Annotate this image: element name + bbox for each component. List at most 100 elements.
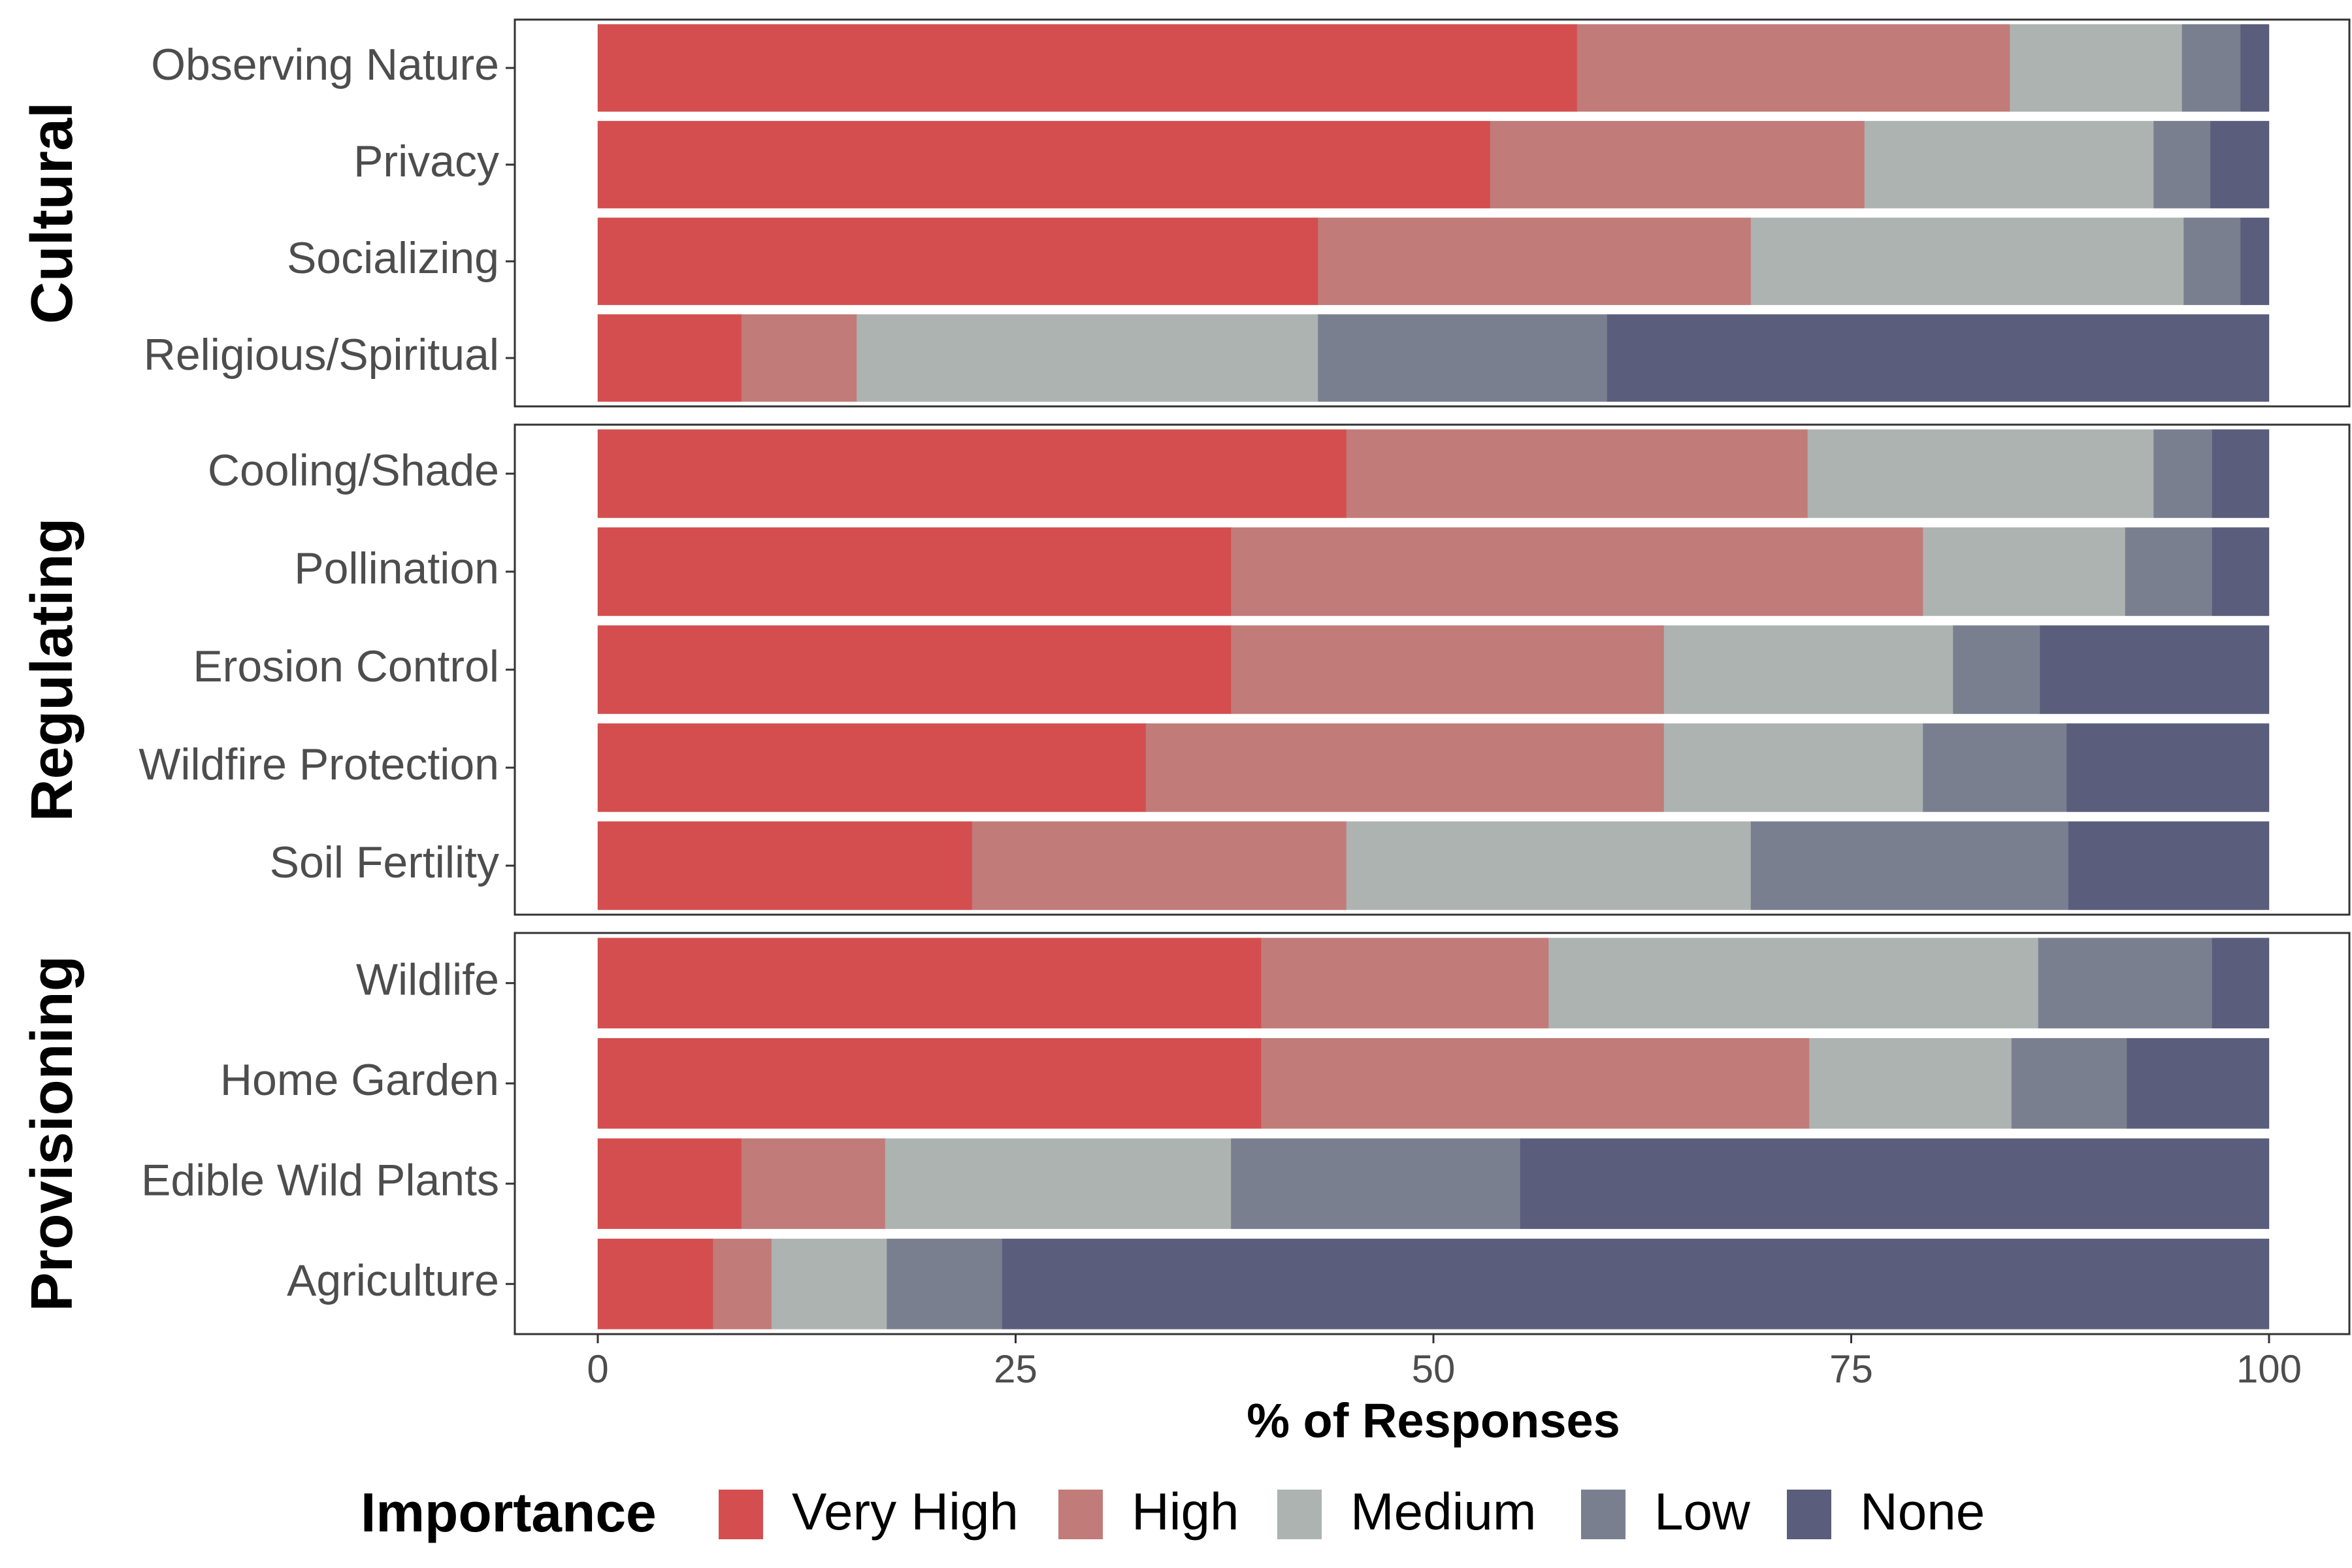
bar-wildlife-medium bbox=[1548, 938, 2039, 1029]
facet-label-provisioning: Provisioning bbox=[20, 955, 85, 1311]
bar-erosion-control-low bbox=[1953, 625, 2040, 714]
bar-agriculture-medium bbox=[771, 1238, 887, 1330]
bar-home-garden-high bbox=[1261, 1037, 1810, 1129]
bar-home-garden-medium bbox=[1809, 1037, 2012, 1129]
category-label-home-garden: Home Garden bbox=[220, 1055, 499, 1105]
bar-wildlife-very-high bbox=[597, 938, 1262, 1029]
x-tick-label-75: 75 bbox=[1829, 1347, 1873, 1391]
legend-label-very-high: Very High bbox=[792, 1482, 1019, 1541]
bar-agriculture-very-high bbox=[597, 1238, 713, 1330]
bar-cooling-shade-medium bbox=[1807, 429, 2154, 518]
bar-observing-nature-medium bbox=[2010, 24, 2183, 112]
bar-cooling-shade-very-high bbox=[597, 429, 1347, 518]
legend-key-none bbox=[1787, 1490, 1831, 1539]
legend-key-low bbox=[1581, 1490, 1625, 1539]
bar-socializing-very-high bbox=[597, 218, 1318, 305]
x-tick-label-0: 0 bbox=[587, 1347, 608, 1391]
bar-privacy-none bbox=[2210, 121, 2270, 208]
bar-wildlife-low bbox=[2038, 938, 2213, 1029]
bar-religious-spiritual-none bbox=[1607, 314, 2270, 402]
bar-socializing-high bbox=[1318, 218, 1752, 305]
category-label-observing-nature: Observing Nature bbox=[151, 40, 499, 90]
category-label-wildfire-protection: Wildfire Protection bbox=[139, 740, 499, 789]
bar-erosion-control-high bbox=[1231, 625, 1665, 714]
bar-home-garden-low bbox=[2011, 1037, 2127, 1129]
category-label-wildlife: Wildlife bbox=[356, 955, 499, 1005]
bar-agriculture-low bbox=[887, 1238, 1003, 1330]
bar-soil-fertility-very-high bbox=[597, 821, 973, 910]
bar-privacy-very-high bbox=[597, 121, 1491, 208]
legend-title: Importance bbox=[361, 1482, 657, 1543]
bar-soil-fertility-none bbox=[2068, 821, 2270, 910]
bar-wildfire-protection-high bbox=[1145, 723, 1665, 812]
x-tick-label-50: 50 bbox=[1412, 1347, 1456, 1391]
bar-cooling-shade-none bbox=[2212, 429, 2270, 518]
bar-religious-spiritual-low bbox=[1318, 314, 1608, 402]
bar-cooling-shade-low bbox=[2153, 429, 2213, 518]
bar-soil-fertility-medium bbox=[1346, 821, 1752, 910]
x-tick-label-25: 25 bbox=[994, 1347, 1037, 1391]
bar-wildfire-protection-medium bbox=[1663, 723, 1923, 812]
panel-border-provisioning bbox=[514, 932, 2351, 1335]
bar-home-garden-very-high bbox=[597, 1037, 1262, 1129]
bar-edible-wild-plants-medium bbox=[885, 1138, 1232, 1230]
bar-wildfire-protection-low bbox=[1923, 723, 2067, 812]
bar-wildfire-protection-very-high bbox=[597, 723, 1147, 812]
bar-erosion-control-medium bbox=[1663, 625, 1953, 714]
bar-edible-wild-plants-very-high bbox=[597, 1138, 742, 1230]
bar-edible-wild-plants-low bbox=[1231, 1138, 1521, 1230]
legend-label-high: High bbox=[1132, 1482, 1239, 1541]
bar-pollination-high bbox=[1231, 527, 1923, 616]
bar-wildfire-protection-none bbox=[2066, 723, 2270, 812]
bar-pollination-medium bbox=[1923, 527, 2126, 616]
bar-privacy-low bbox=[2153, 121, 2211, 208]
bar-erosion-control-very-high bbox=[597, 625, 1232, 714]
bar-soil-fertility-high bbox=[972, 821, 1347, 910]
bar-observing-nature-low bbox=[2181, 24, 2241, 112]
bar-observing-nature-none bbox=[2240, 24, 2270, 112]
bar-agriculture-none bbox=[1002, 1238, 2270, 1330]
category-label-privacy: Privacy bbox=[353, 137, 499, 186]
bar-religious-spiritual-very-high bbox=[597, 314, 742, 402]
category-label-cooling-shade: Cooling/Shade bbox=[208, 446, 499, 495]
bar-edible-wild-plants-high bbox=[741, 1138, 886, 1230]
legend-label-low: Low bbox=[1654, 1482, 1750, 1541]
facet-label-cultural: Cultural bbox=[20, 102, 85, 324]
category-label-religious-spiritual: Religious/Spiritual bbox=[144, 330, 499, 380]
category-label-soil-fertility: Soil Fertility bbox=[270, 838, 499, 887]
bar-privacy-medium bbox=[1864, 121, 2154, 208]
category-label-edible-wild-plants: Edible Wild Plants bbox=[141, 1156, 499, 1205]
category-label-pollination: Pollination bbox=[294, 544, 499, 593]
legend-key-medium bbox=[1277, 1490, 1322, 1539]
facet-label-regulating: Regulating bbox=[20, 518, 85, 822]
legend-label-none: None bbox=[1860, 1482, 1985, 1541]
bar-observing-nature-very-high bbox=[597, 24, 1578, 112]
category-label-erosion-control: Erosion Control bbox=[193, 642, 499, 691]
bar-pollination-very-high bbox=[597, 527, 1232, 616]
bar-religious-spiritual-high bbox=[741, 314, 857, 402]
bar-agriculture-high bbox=[713, 1238, 772, 1330]
bar-privacy-high bbox=[1490, 121, 1865, 208]
bar-socializing-none bbox=[2240, 218, 2270, 305]
bar-pollination-low bbox=[2125, 527, 2213, 616]
bar-edible-wild-plants-none bbox=[1520, 1138, 2270, 1230]
x-tick-label-100: 100 bbox=[2236, 1347, 2302, 1391]
bar-cooling-shade-high bbox=[1346, 429, 1808, 518]
bar-wildlife-none bbox=[2212, 938, 2270, 1029]
bar-home-garden-none bbox=[2127, 1037, 2270, 1129]
bar-erosion-control-none bbox=[2040, 625, 2270, 714]
legend-key-high bbox=[1058, 1490, 1103, 1539]
category-label-agriculture: Agriculture bbox=[287, 1256, 499, 1305]
bar-pollination-none bbox=[2212, 527, 2270, 616]
bar-socializing-low bbox=[2183, 218, 2241, 305]
x-axis-title: % of Responses bbox=[1247, 1394, 1620, 1448]
legend-label-medium: Medium bbox=[1350, 1482, 1537, 1541]
bar-religious-spiritual-medium bbox=[857, 314, 1318, 402]
bar-wildlife-high bbox=[1261, 938, 1549, 1029]
bar-soil-fertility-low bbox=[1750, 821, 2069, 910]
category-label-socializing: Socializing bbox=[287, 233, 499, 283]
bar-observing-nature-high bbox=[1576, 24, 2010, 112]
bar-socializing-medium bbox=[1750, 218, 2184, 305]
